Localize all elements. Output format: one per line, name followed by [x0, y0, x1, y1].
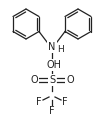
Text: OH: OH [47, 60, 62, 70]
Text: F: F [36, 97, 42, 107]
Text: O: O [30, 75, 38, 85]
Text: F: F [62, 97, 68, 107]
Text: N: N [48, 42, 56, 52]
Text: S: S [49, 75, 55, 85]
Text: O: O [66, 75, 74, 85]
Text: F: F [49, 106, 55, 116]
Text: H: H [57, 45, 64, 54]
